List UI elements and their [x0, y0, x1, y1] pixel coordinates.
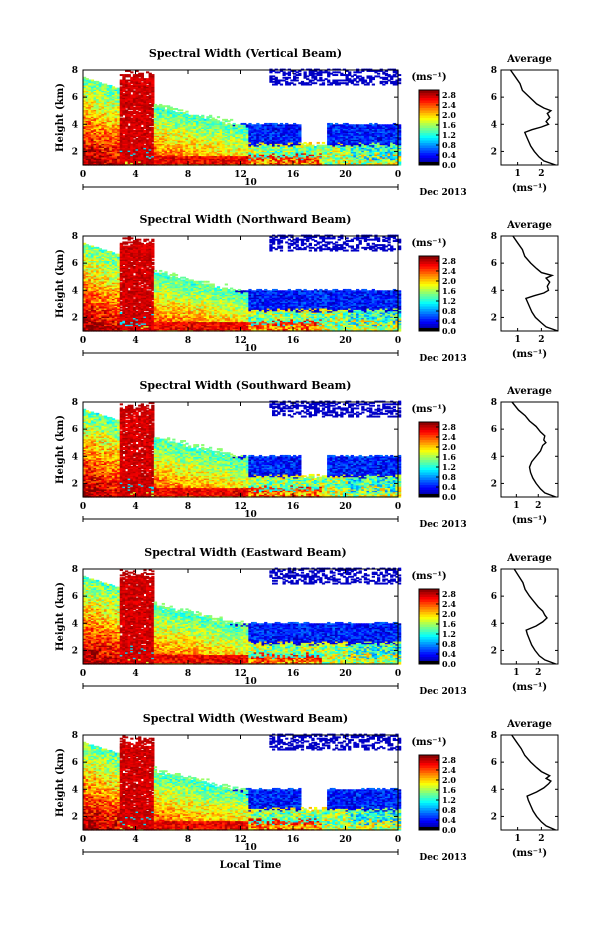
heatmap-cell [128, 74, 131, 76]
heatmap-cells [83, 69, 401, 166]
heatmap-cell [151, 74, 154, 76]
panel-1: Spectral Width (Vertical Beam)0 4 8 12 16 20 0… [55, 47, 558, 198]
panel-title: Spectral Width (Vertical Beam) [149, 47, 342, 60]
heatmap-cell [130, 71, 133, 73]
figure: Spectral Width (Vertical Beam)0 4 8 12 16 20 0… [0, 0, 610, 929]
heatmap-cell [141, 73, 144, 75]
